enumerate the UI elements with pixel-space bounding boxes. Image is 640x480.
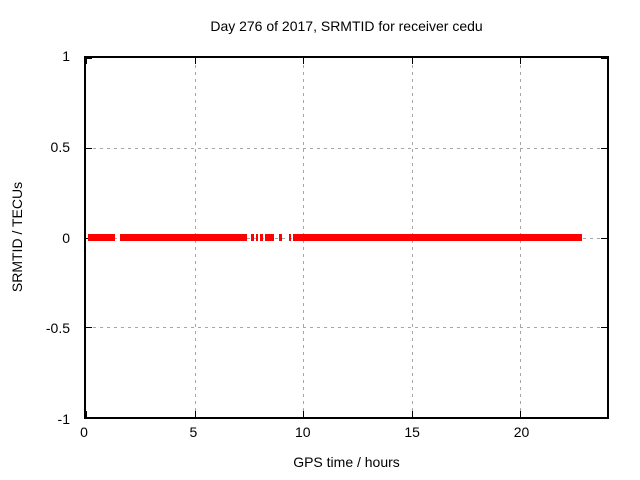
- data-segment: [264, 234, 274, 241]
- x-axis-label: GPS time / hours: [293, 454, 400, 470]
- x-tick-label: 5: [189, 424, 198, 440]
- x-tick-mark: [303, 411, 305, 417]
- x-tick-mark: [411, 58, 413, 64]
- data-segment: [279, 234, 282, 241]
- x-tick-label: 10: [294, 424, 311, 440]
- x-tick-label: 15: [404, 424, 420, 440]
- x-tick-mark: [303, 58, 305, 64]
- y-tick-mark: [601, 237, 607, 239]
- data-segment: [255, 234, 258, 241]
- x-tick-mark: [86, 58, 87, 64]
- y-tick-mark: [601, 147, 607, 149]
- x-tick-mark: [86, 411, 87, 417]
- x-tick-mark: [520, 58, 522, 64]
- y-tick-mark: [601, 58, 607, 59]
- chart-title: Day 276 of 2017, SRMTID for receiver ced…: [210, 18, 483, 34]
- x-tick-mark: [411, 411, 413, 417]
- y-tick-mark: [86, 327, 92, 329]
- y-gridline: [86, 327, 607, 329]
- x-tick-mark: [520, 411, 522, 417]
- data-segment: [259, 234, 263, 241]
- data-segment: [119, 234, 247, 241]
- y-gridline: [86, 147, 607, 149]
- y-tick-label: 0: [62, 229, 70, 246]
- y-tick-labels: 1 0.5 0 -0.5 -1: [0, 49, 70, 426]
- plot-area: [84, 56, 609, 419]
- data-segment: [250, 234, 254, 241]
- y-tick-label: -0.5: [45, 320, 70, 337]
- x-tick-label: 0: [80, 424, 88, 440]
- data-segment: [293, 234, 583, 241]
- y-tick-mark: [86, 58, 92, 59]
- x-tick-mark: [194, 58, 196, 64]
- y-tick-mark: [601, 327, 607, 329]
- data-segment: [87, 234, 115, 241]
- y-tick-mark: [86, 147, 92, 149]
- y-tick-mark: [86, 417, 92, 418]
- x-tick-mark: [194, 411, 196, 417]
- x-tick-labels: 0 5 10 15 20: [80, 424, 609, 441]
- x-tick-label: 20: [513, 424, 530, 440]
- data-segment: [288, 234, 292, 241]
- y-tick-label: -1: [57, 411, 70, 427]
- y-tick-mark: [601, 417, 607, 418]
- y-tick-label: 0.5: [50, 138, 70, 155]
- y-tick-label: 1: [62, 48, 70, 64]
